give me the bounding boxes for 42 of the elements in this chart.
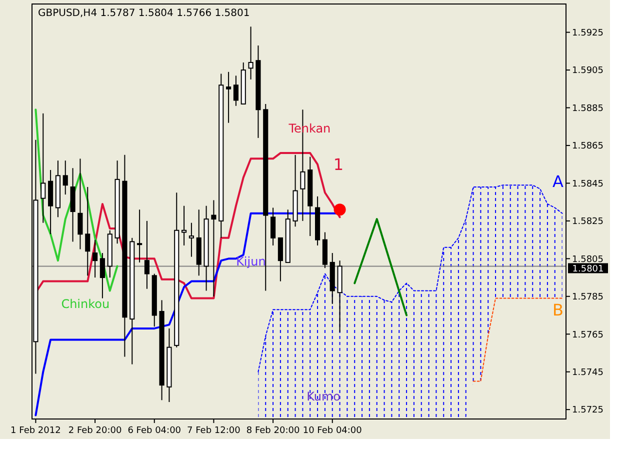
y-tick-label: 1.5825 (572, 217, 604, 228)
x-tick-label: 10 Feb 04:00 (302, 426, 362, 436)
candlestick (211, 200, 216, 297)
y-tick-label: 1.5725 (572, 406, 604, 416)
candlestick (226, 71, 232, 124)
candlestick (270, 207, 276, 246)
y-tick-label: 1.5925 (572, 28, 604, 38)
y-tick-label: 1.5805 (572, 254, 604, 265)
x-tick-label: 6 Feb 04:00 (128, 426, 182, 436)
series-label: Kijun (236, 254, 266, 268)
x-tick-label: 1 Feb 2012 (10, 426, 61, 436)
candlestick (182, 205, 187, 246)
series-label: Chinkou (61, 296, 110, 311)
chart-title: GBPUSD,H4 1.5787 1.5804 1.5766 1.5801 (38, 8, 250, 19)
x-tick-label: 8 Feb 20:00 (246, 426, 300, 436)
y-tick-label: 1.5745 (572, 368, 604, 378)
y-tick-label: 1.5785 (572, 292, 604, 303)
x-tick-label: 7 Feb 12:00 (187, 426, 241, 436)
candlestick (278, 237, 283, 282)
candlestick (144, 220, 150, 290)
candlestick (62, 160, 68, 196)
candlestick (85, 186, 90, 276)
series-label: A (552, 172, 564, 192)
y-tick-label: 1.5845 (572, 179, 604, 190)
y-tick-label: 1.5905 (572, 66, 604, 76)
ref-line-label: 1.5801 (572, 264, 604, 274)
candlestick (92, 239, 98, 278)
series-label: B (552, 300, 564, 320)
candlestick (100, 252, 105, 299)
annotation: Kumo (306, 389, 341, 404)
candlestick (188, 222, 194, 258)
candlestick (137, 209, 142, 263)
candlestick (248, 26, 254, 80)
candlestick (78, 158, 83, 250)
candlestick (40, 112, 46, 224)
y-tick-label: 1.5765 (572, 330, 604, 340)
annotation: 1 (333, 155, 344, 174)
candlestick (233, 75, 238, 106)
line-series (34, 108, 118, 292)
y-tick-label: 1.5885 (572, 104, 604, 114)
y-tick-label: 1.5865 (572, 142, 604, 152)
x-tick-label: 2 Feb 20:00 (68, 426, 122, 436)
